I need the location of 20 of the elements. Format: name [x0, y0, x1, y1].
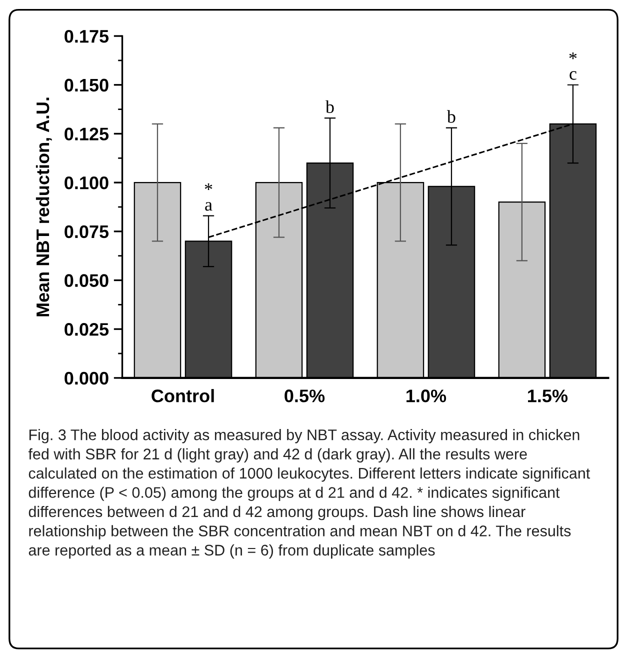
annotation: * — [569, 52, 577, 60]
x-tick-label: 1.5% — [528, 390, 568, 402]
y-tick-label: 0.125 — [64, 128, 109, 140]
annotation: * — [204, 183, 212, 190]
caption: Fig. 3 The blood activity as measured by NBT assay. Activity measured in chicken fed with SBR for 21 d (light gray) and 42 d (dark gray). All the results were calculated on the estimation of 1000 leukocytes. Different letters indicate significant difference (P < 0.05) among the groups at d 21 and d 42. * indicates significant differences between d 21 and d 42 among groups. Dash line shows linear relationship between the SBR concentration and mean NBT on d 42. The results are reported as a mean ± SD (n = 6) from duplicate samples — [28, 429, 590, 559]
x-tick-label: 1.0% — [406, 390, 446, 402]
x-tick-label: Control — [152, 389, 214, 402]
y-tick-label: 0.175 — [64, 30, 109, 43]
annotation: a — [205, 202, 212, 211]
y-tick-label: 0.150 — [64, 78, 108, 92]
x-tick-label: 0.5% — [284, 390, 325, 402]
y-tick-label: 0.100 — [64, 176, 108, 190]
y-tick-label: 0.025 — [64, 323, 109, 336]
y-tick-label: 0.075 — [64, 225, 109, 238]
annotation: c — [570, 71, 576, 80]
y-tick-label: 0.000 — [64, 372, 108, 385]
y-axis-title: Mean NBT reduction, A.U. — [36, 98, 52, 316]
annotation: b — [325, 100, 334, 114]
y-tick-label: 0.050 — [64, 274, 108, 287]
annotation: b — [446, 110, 456, 123]
